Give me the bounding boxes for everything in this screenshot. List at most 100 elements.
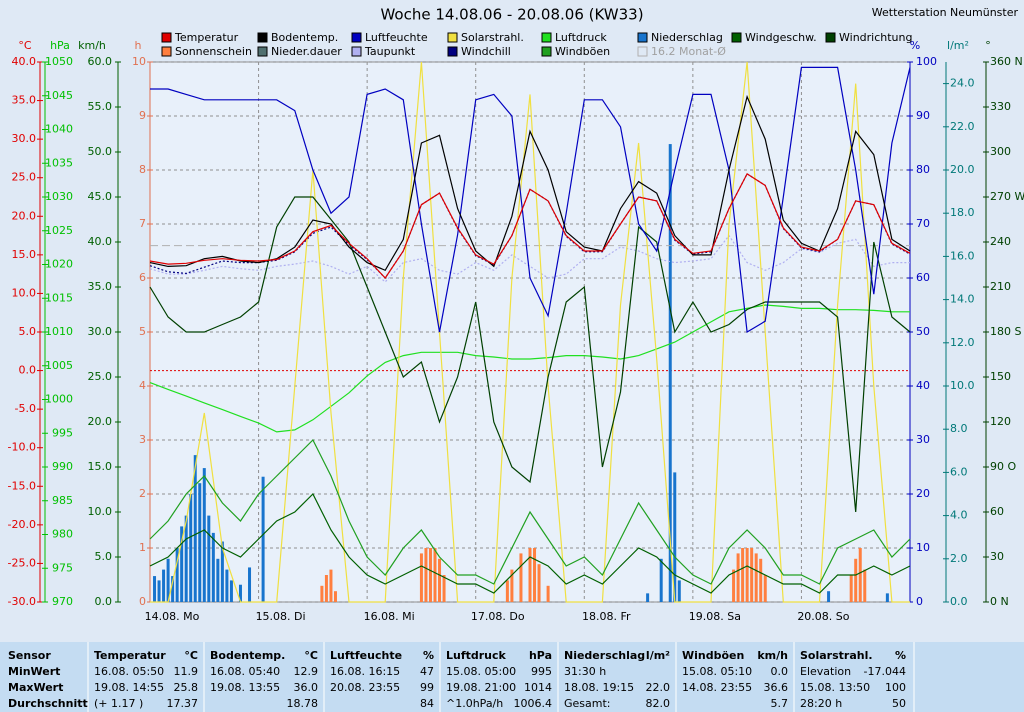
table-background: [0, 642, 1024, 712]
y-tick-label: -15.0: [8, 479, 36, 492]
bar: [863, 569, 867, 602]
y-tick-label: 60: [990, 505, 1004, 518]
y-tick-label: 40.0: [88, 235, 113, 248]
bar: [533, 548, 537, 602]
legend-swatch: [541, 32, 552, 43]
y-tick-label: 60.0: [88, 55, 113, 68]
legend-label: Niederschlag: [651, 31, 723, 44]
y-tick-label: -25.0: [8, 556, 36, 569]
y-tick-label: 180 S: [990, 325, 1021, 338]
bar: [673, 472, 677, 602]
y-tick-label: 90: [916, 109, 930, 122]
bar: [211, 532, 215, 602]
legend-label: Temperatur: [174, 31, 239, 44]
y-tick-label: 1015: [45, 291, 73, 304]
bar: [171, 576, 175, 602]
y-tick-label: 22.0: [950, 120, 975, 133]
cell-text: Elevation: [800, 665, 851, 678]
legend-label: Windböen: [555, 45, 610, 58]
column-header: Temperatur: [94, 649, 166, 662]
legend-swatch: [447, 32, 458, 43]
y-tick-label: 55.0: [88, 100, 113, 113]
y-tick-label: 16.0: [950, 249, 975, 262]
cell-value: 17.37: [167, 697, 199, 710]
legend-swatch: [161, 32, 172, 43]
bar: [741, 548, 745, 602]
bar: [750, 548, 754, 602]
y-tick-label: 0: [139, 595, 146, 608]
axis-label: °C: [18, 39, 32, 52]
cell-text: 18.08. 19:15: [564, 681, 634, 694]
y-tick-label: 5: [139, 325, 146, 338]
y-tick-label: 1050: [45, 55, 73, 68]
y-tick-label: 70: [916, 217, 930, 230]
series-line: [149, 94, 911, 272]
column-header: Niederschlag: [564, 649, 645, 662]
x-tick-label: 17.08. Do: [471, 610, 525, 623]
y-tick-label: 240: [990, 235, 1011, 248]
y-tick-label: -10.0: [8, 441, 36, 454]
column-unit: hPa: [529, 649, 552, 662]
bar: [157, 580, 161, 602]
y-tick-label: 60: [916, 271, 930, 284]
y-tick-label: 0 N: [990, 595, 1009, 608]
y-tick-label: 1040: [45, 123, 73, 136]
y-tick-label: 1045: [45, 89, 73, 102]
legend-label: Windgeschw.: [745, 31, 817, 44]
bar: [442, 575, 446, 602]
column-unit: °C: [184, 649, 198, 662]
bar: [238, 584, 242, 602]
y-tick-label: 45.0: [88, 190, 113, 203]
column-unit: l/m²: [646, 649, 670, 662]
bar: [320, 585, 324, 602]
cell-value: 36.0: [294, 681, 319, 694]
series-line: [149, 304, 910, 433]
bar: [646, 593, 650, 602]
x-tick-label: 18.08. Fr: [582, 610, 631, 623]
x-tick-label: 15.08. Di: [256, 610, 306, 623]
bar: [732, 569, 736, 602]
bar: [736, 553, 740, 602]
y-tick-label: 150: [990, 370, 1011, 383]
series-line: [149, 234, 910, 283]
y-tick-label: 7: [139, 217, 146, 230]
y-tick-label: 985: [52, 494, 73, 507]
y-tick-label: 2.0: [950, 552, 968, 565]
column-header: Windböen: [682, 649, 744, 662]
y-tick-label: 50.0: [88, 145, 113, 158]
y-tick-label: 300: [990, 145, 1011, 158]
x-tick-label: 19.08. Sa: [689, 610, 741, 623]
bar: [216, 558, 220, 602]
y-tick-label: 1010: [45, 325, 73, 338]
bar: [438, 558, 442, 602]
y-tick-label: 15.0: [88, 460, 113, 473]
cell-value: 50: [892, 697, 906, 710]
y-tick-label: 20: [916, 487, 930, 500]
bar: [858, 548, 862, 602]
legend-label: 16.2 Monat-Ø: [651, 45, 726, 58]
cell-text: 28:20 h: [800, 697, 842, 710]
bar: [198, 483, 202, 602]
series-line: [149, 173, 911, 279]
cell-text: 19.08. 21:00: [446, 681, 516, 694]
bar: [225, 569, 229, 602]
y-tick-label: 25.0: [12, 171, 37, 184]
cell-value: 11.9: [174, 665, 199, 678]
cell-value: 47: [420, 665, 434, 678]
cell-value: 995: [531, 665, 552, 678]
bar: [849, 575, 853, 602]
y-tick-label: -20.0: [8, 518, 36, 531]
y-tick-label: 6: [139, 271, 146, 284]
cell-text: 19.08. 14:55: [94, 681, 164, 694]
x-tick-label: 16.08. Mi: [364, 610, 415, 623]
bar: [759, 558, 763, 602]
y-tick-label: 0.0: [19, 364, 37, 377]
bar: [754, 553, 758, 602]
bar: [166, 558, 170, 602]
bar: [153, 576, 157, 602]
cell-value: 22.0: [646, 681, 671, 694]
bar: [854, 558, 858, 602]
y-tick-label: 8.0: [950, 422, 968, 435]
bar: [428, 548, 432, 602]
